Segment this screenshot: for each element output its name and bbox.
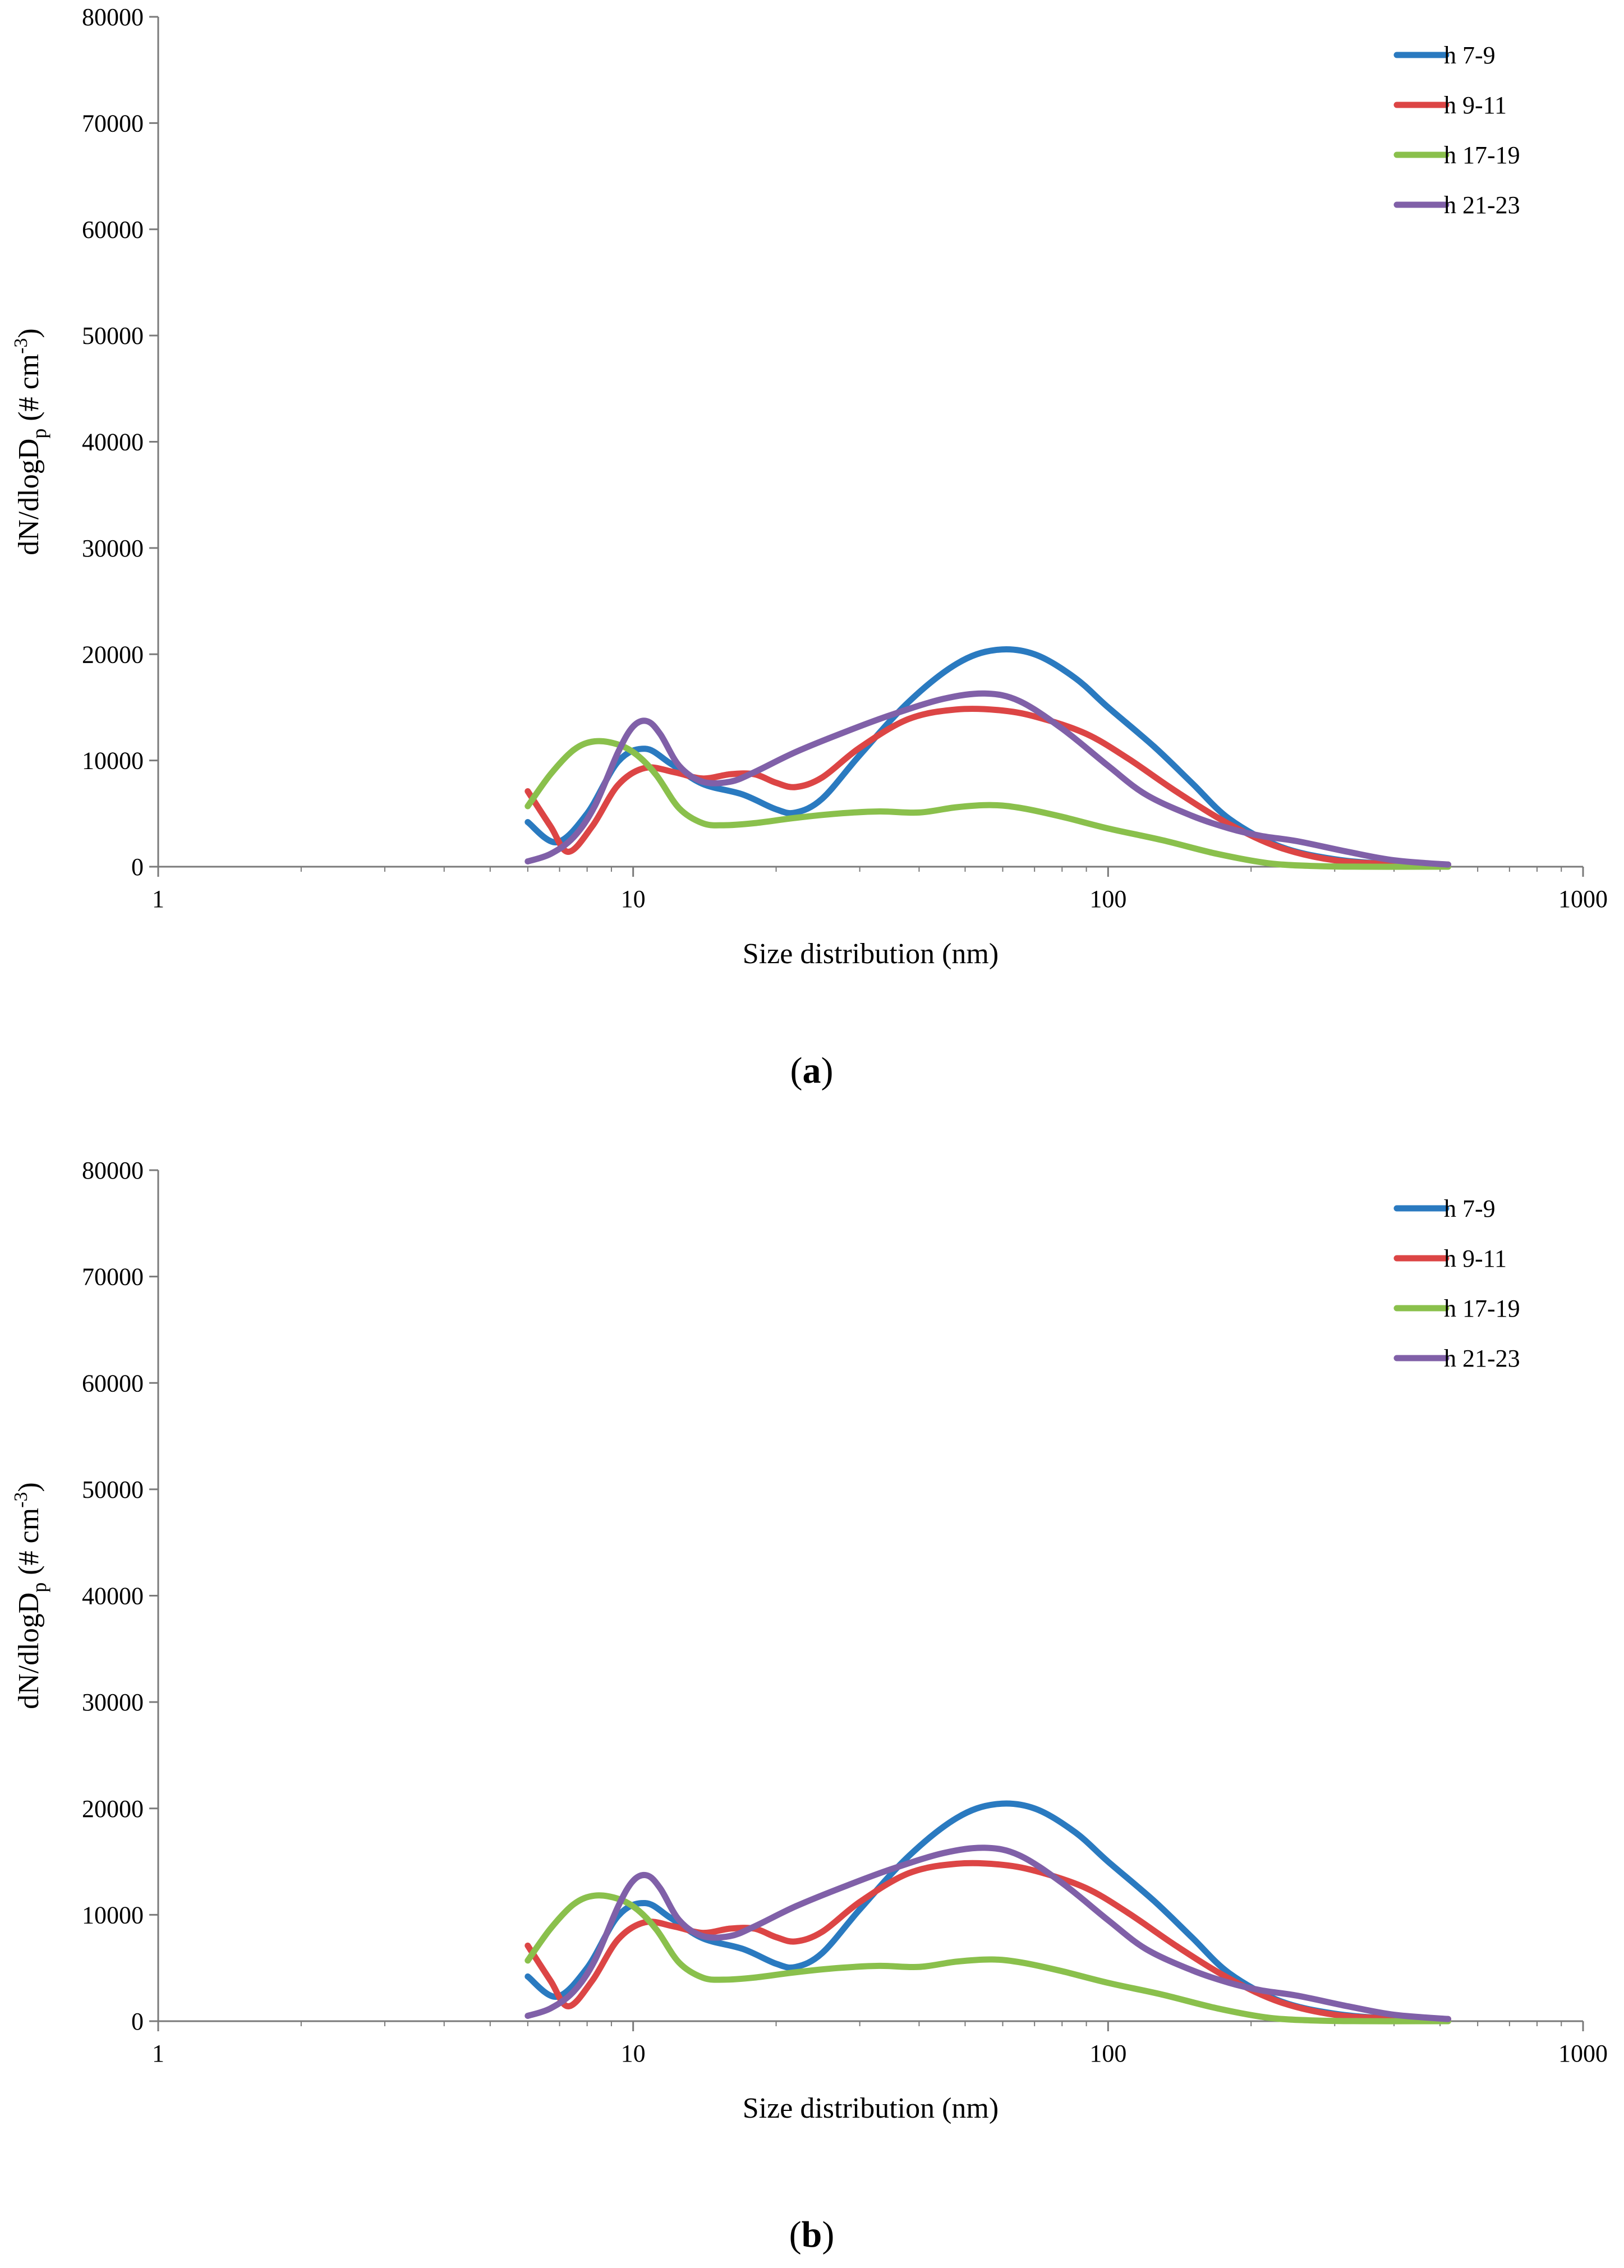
panel-label: (a) xyxy=(790,1050,834,1091)
y-axis-label-sub: p xyxy=(28,1582,50,1593)
series-line-h-21-23 xyxy=(525,1844,1451,2022)
y-tick-label: 70000 xyxy=(82,109,144,137)
y-tick-label: 40000 xyxy=(82,429,144,456)
x-axis-label: Size distribution (nm) xyxy=(743,938,999,970)
x-tick-label: 10 xyxy=(621,2040,646,2067)
x-tick-label: 100 xyxy=(1089,885,1126,913)
legend-label: h 9-11 xyxy=(1444,1245,1507,1272)
legend-label: h 17-19 xyxy=(1444,141,1520,169)
y-tick-label: 30000 xyxy=(82,535,144,562)
y-axis-label-sup: -3 xyxy=(11,1492,31,1508)
y-tick-label: 50000 xyxy=(82,1476,144,1503)
y-axis-label-main: dN/dlogD xyxy=(13,439,45,555)
legend-label: h 21-23 xyxy=(1444,1345,1520,1372)
series-line-h-17-19 xyxy=(525,1892,1451,2025)
y-tick-label: 20000 xyxy=(82,641,144,668)
y-axis-label-sub: p xyxy=(28,429,50,439)
y-axis-label-main: dN/dlogD xyxy=(13,1593,45,1709)
y-tick-label: 60000 xyxy=(82,216,144,243)
series-line-h-21-23 xyxy=(525,690,1451,868)
y-tick-label: 80000 xyxy=(82,3,144,31)
y-tick-label: 70000 xyxy=(82,1263,144,1291)
y-tick-label: 0 xyxy=(131,853,144,881)
panel-label: (b) xyxy=(789,2214,835,2255)
x-tick-label: 10 xyxy=(621,885,646,913)
y-axis-label: dN/dlogDp (# cm-3) xyxy=(11,328,50,555)
chart-panel-a: 0 10000 20000 30000 40000 50000 60000 70000 8000… xyxy=(11,3,1608,1091)
y-tick-label: 0 xyxy=(131,2008,144,2035)
x-axis-label: Size distribution (nm) xyxy=(743,2092,999,2124)
legend-label: h 9-11 xyxy=(1444,91,1507,119)
y-tick-label: 10000 xyxy=(82,1901,144,1929)
legend-label: h 7-9 xyxy=(1444,1195,1496,1222)
series-line-h-17-19 xyxy=(525,738,1451,870)
y-tick-label: 10000 xyxy=(82,747,144,775)
x-tick-label: 1 xyxy=(152,2040,164,2067)
y-tick-label: 30000 xyxy=(82,1689,144,1716)
y-axis-label-close: ) xyxy=(13,328,45,338)
y-tick-label: 50000 xyxy=(82,322,144,349)
panel-letter: b xyxy=(802,2214,822,2255)
x-tick-label: 100 xyxy=(1089,2040,1126,2067)
x-tick-label: 1 xyxy=(152,885,164,913)
y-axis-label: dN/dlogDp (# cm-3) xyxy=(11,1482,50,1709)
y-tick-label: 60000 xyxy=(82,1369,144,1397)
panel-letter: a xyxy=(803,1050,821,1091)
y-axis-label-tail: (# cm xyxy=(13,354,45,429)
legend-label: h 21-23 xyxy=(1444,191,1520,219)
legend-label: h 17-19 xyxy=(1444,1295,1520,1322)
y-axis-label-close: ) xyxy=(13,1482,45,1492)
y-axis-label-sup: -3 xyxy=(11,338,31,354)
x-tick-label: 1000 xyxy=(1558,2040,1608,2067)
y-tick-label: 20000 xyxy=(82,1795,144,1823)
chart-panel-b: 0 10000 20000 30000 40000 50000 60000 70000 8000… xyxy=(11,1157,1608,2255)
y-axis-label-tail: (# cm xyxy=(13,1508,45,1582)
y-tick-label: 40000 xyxy=(82,1582,144,1610)
x-tick-label: 1000 xyxy=(1558,885,1608,913)
legend-label: h 7-9 xyxy=(1444,42,1496,69)
y-tick-label: 80000 xyxy=(82,1157,144,1184)
